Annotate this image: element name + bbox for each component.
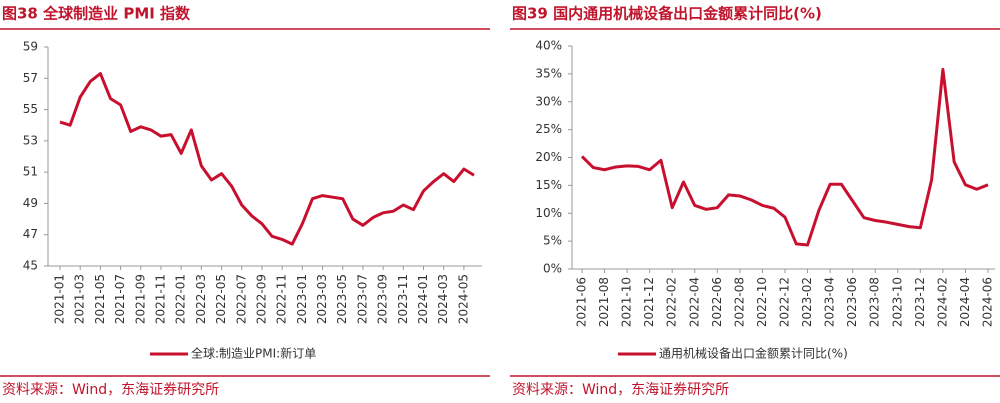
x-tick-label: 2023-03: [315, 274, 329, 324]
y-tick-label: 20%: [535, 150, 562, 164]
chart-title: 图38 全球制造业 PMI 指数: [2, 5, 191, 23]
y-tick-label: 47: [23, 227, 38, 241]
x-tick-label: 2021-07: [113, 274, 127, 324]
data-line: [59, 72, 475, 246]
x-tick-label: 2021-03: [73, 274, 87, 324]
x-tick-label: 2022-12: [778, 277, 792, 327]
y-tick-label: 10%: [535, 206, 562, 220]
chart-title: 图39 国内通用机械设备出口金额累计同比(%): [512, 5, 822, 23]
x-tick-label: 2022-06: [710, 277, 724, 327]
y-tick-label: 15%: [535, 178, 562, 192]
x-tick-label: 2022-08: [732, 277, 746, 327]
y-tick-label: 25%: [535, 122, 562, 136]
x-tick-label: 2023-02: [800, 277, 814, 327]
y-tick-label: 55: [23, 102, 38, 116]
x-tick-label: 2023-06: [845, 277, 859, 327]
x-tick-label: 2021-05: [93, 274, 107, 324]
y-tick-label: 40%: [535, 39, 562, 53]
x-tick-label: 2023-07: [355, 274, 369, 324]
y-tick-label: 30%: [535, 94, 562, 108]
x-tick-label: 2022-05: [214, 274, 228, 324]
x-tick-label: 2024-02: [935, 277, 949, 327]
y-tick-label: 35%: [535, 66, 562, 80]
legend-label: 全球:制造业PMI:新订单: [191, 346, 316, 361]
x-tick-label: 2022-03: [194, 274, 208, 324]
x-tick-label: 2022-11: [275, 274, 289, 324]
x-tick-label: 2023-12: [913, 277, 927, 327]
x-tick-label: 2022-07: [234, 274, 248, 324]
x-tick-label: 2022-04: [687, 277, 701, 327]
y-tick-label: 51: [23, 165, 38, 179]
y-tick-label: 0%: [543, 262, 562, 276]
x-tick-label: 2022-09: [254, 274, 268, 324]
source-note: 资料来源：Wind，东海证券研究所: [2, 382, 219, 398]
x-tick-label: 2023-10: [890, 277, 904, 327]
x-tick-label: 2023-01: [295, 274, 309, 324]
x-tick-label: 2024-06: [981, 277, 995, 327]
x-tick-label: 2022-10: [755, 277, 769, 327]
y-tick-label: 53: [23, 133, 38, 147]
x-tick-label: 2024-03: [436, 274, 450, 324]
y-tick-label: 59: [23, 40, 38, 54]
x-tick-label: 2022-01: [174, 274, 188, 324]
x-tick-label: 2022-02: [665, 277, 679, 327]
y-tick-label: 5%: [543, 234, 562, 248]
y-tick-label: 45: [23, 259, 38, 273]
x-tick-label: 2024-01: [416, 274, 430, 324]
y-tick-label: 57: [23, 71, 38, 85]
x-tick-label: 2023-08: [868, 277, 882, 327]
source-note: 资料来源：Wind，东海证券研究所: [512, 382, 729, 398]
x-tick-label: 2021-10: [620, 277, 634, 327]
x-tick-label: 2021-06: [575, 277, 589, 327]
x-tick-label: 2021-12: [642, 277, 656, 327]
x-tick-label: 2021-08: [597, 277, 611, 327]
x-tick-label: 2021-09: [133, 274, 147, 324]
x-tick-label: 2023-05: [335, 274, 349, 324]
x-tick-label: 2024-04: [958, 277, 972, 327]
data-line: [580, 67, 989, 247]
x-tick-label: 2021-01: [53, 274, 67, 324]
x-tick-label: 2023-04: [823, 277, 837, 327]
x-tick-label: 2023-09: [376, 274, 390, 324]
legend-label: 通用机械设备出口金额累计同比(%): [659, 346, 848, 361]
x-tick-label: 2021-11: [153, 274, 167, 324]
x-tick-label: 2023-11: [396, 274, 410, 324]
x-tick-label: 2024-05: [456, 274, 470, 324]
y-tick-label: 49: [23, 196, 38, 210]
